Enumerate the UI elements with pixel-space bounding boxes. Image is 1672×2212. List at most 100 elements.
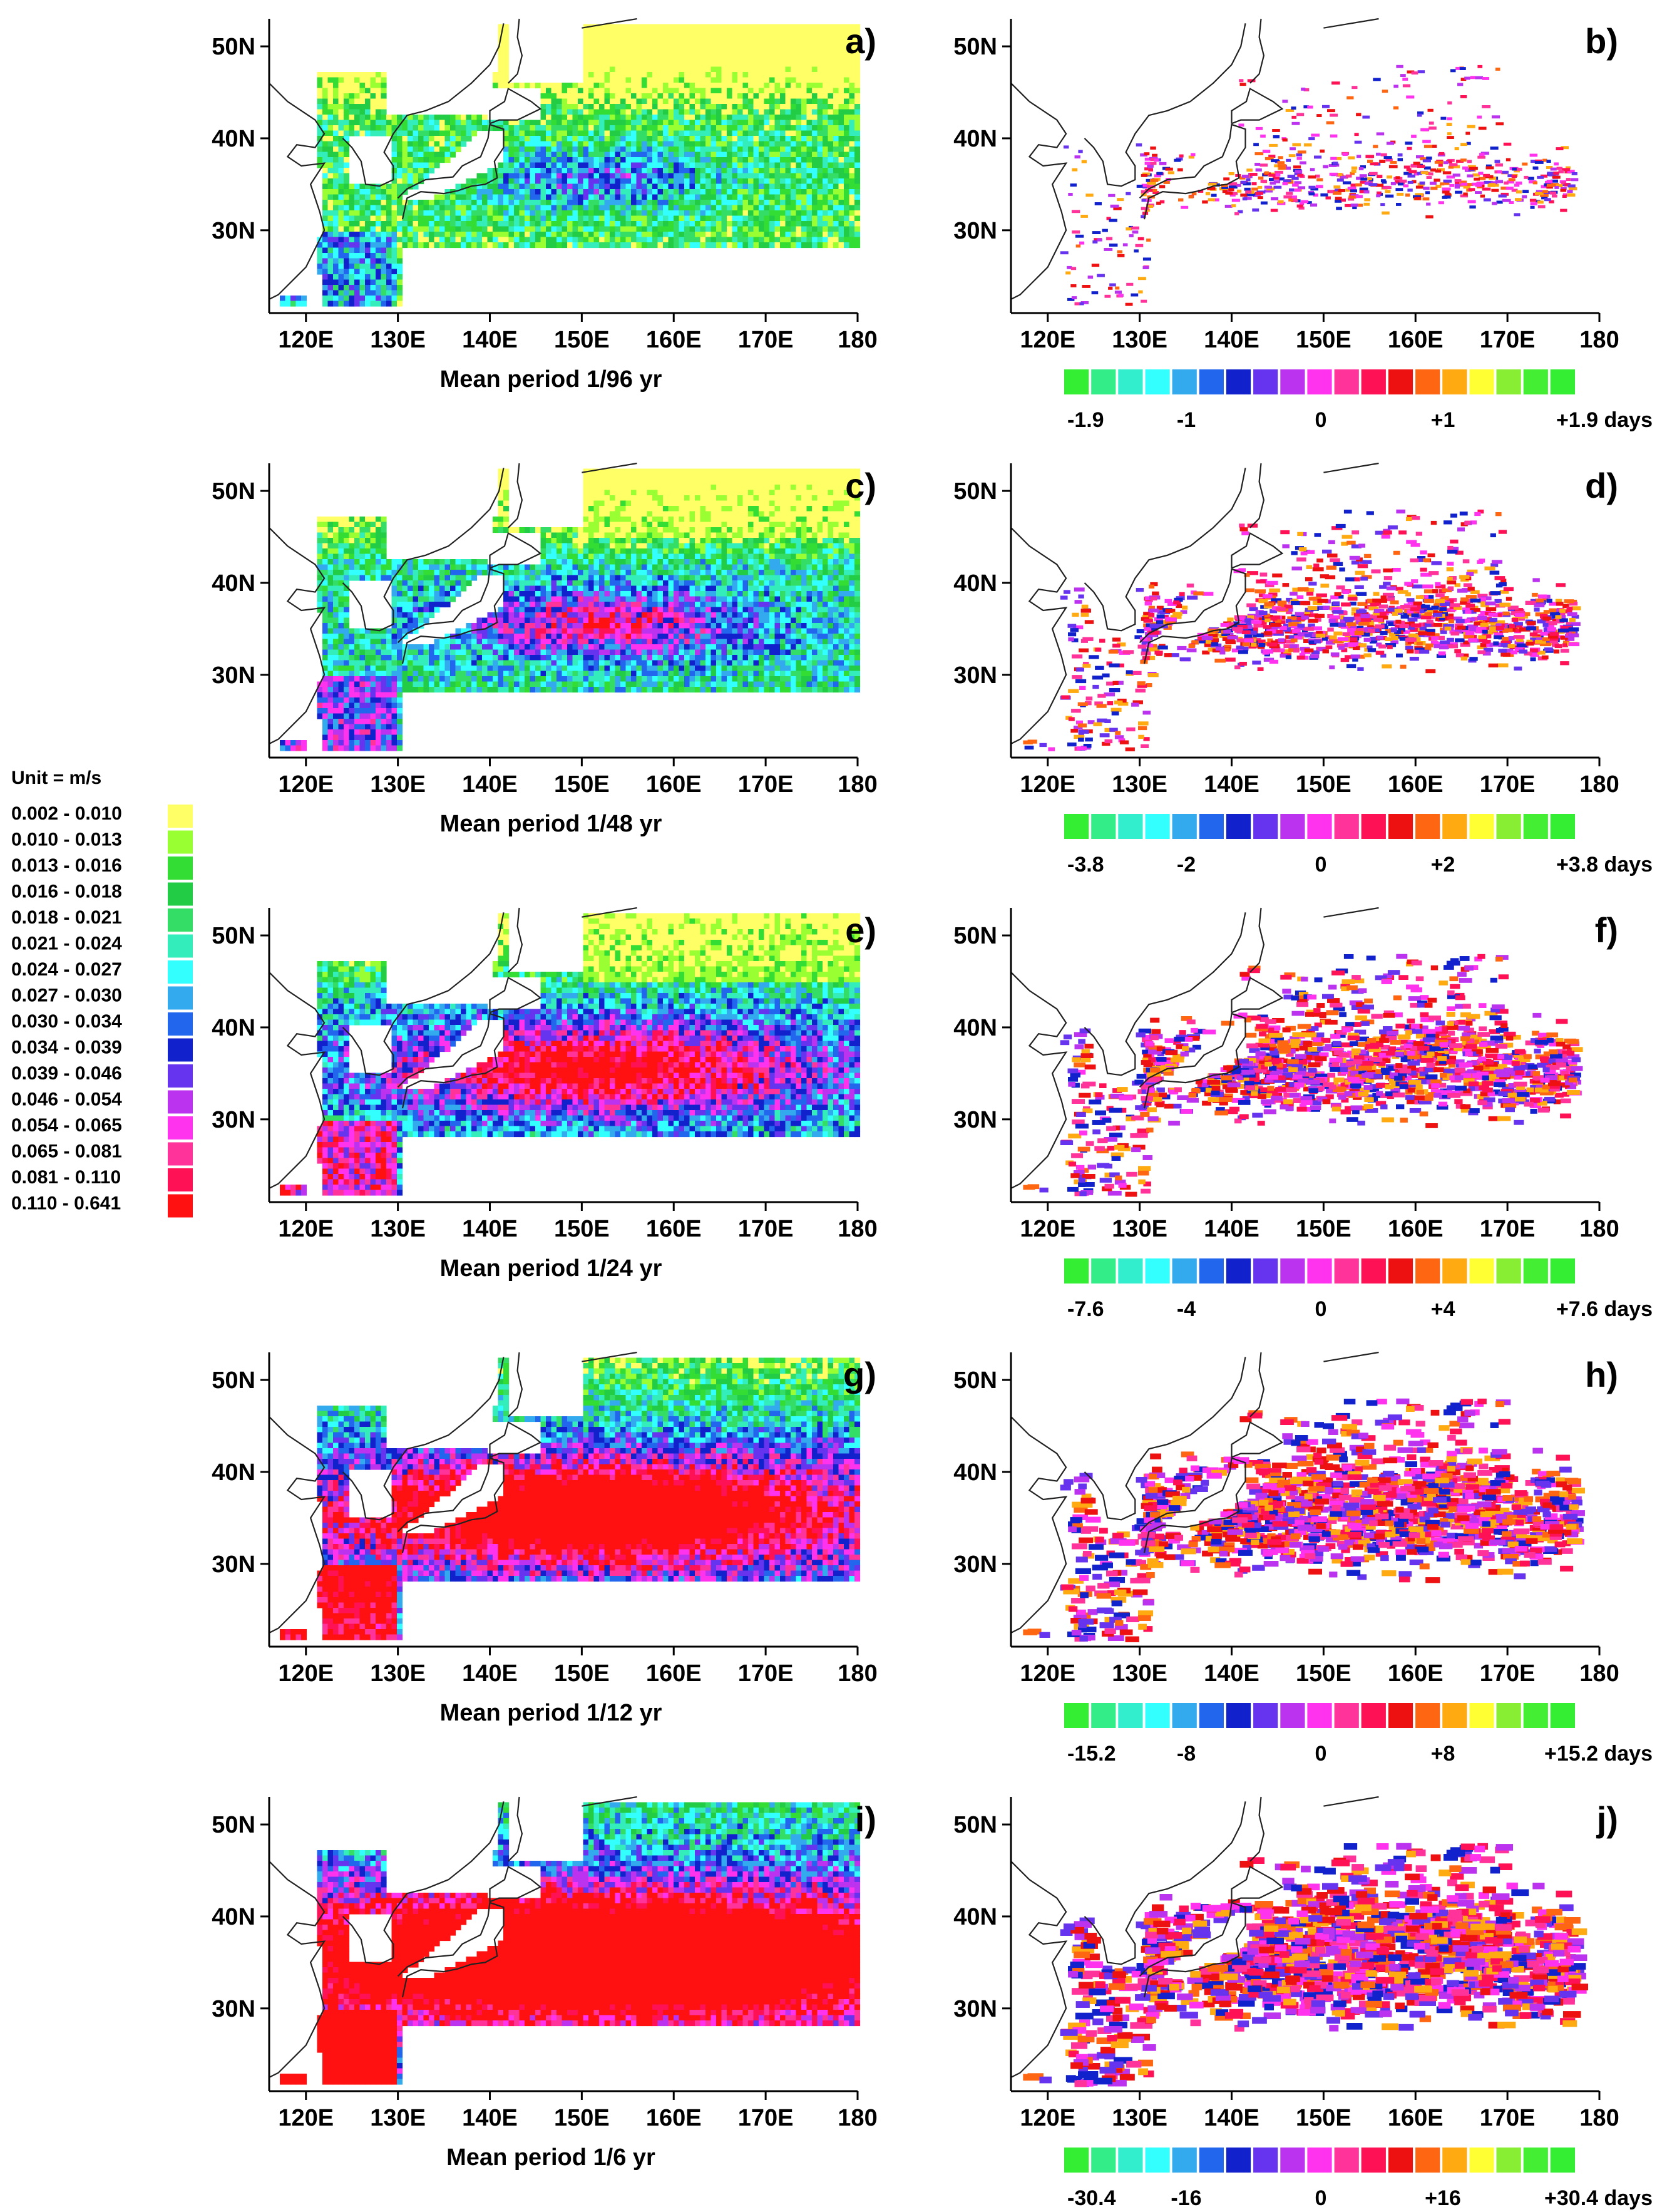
phase-bar-swatch [1280, 369, 1305, 394]
legend-range: 0.013 - 0.016 [11, 855, 122, 876]
y-tick-label: 50N [212, 34, 255, 60]
phase-bar-swatch [1388, 369, 1413, 394]
y-tick-label: 50N [212, 1812, 255, 1838]
coastline [1250, 19, 1264, 83]
phase-bar-swatch [1362, 1703, 1386, 1728]
x-tick-label: 170E [738, 771, 794, 798]
coastline [1323, 463, 1378, 473]
y-tick-label: 50N [212, 478, 255, 505]
coastline [1250, 908, 1264, 972]
period-caption: Mean period 1/12 yr [440, 1700, 662, 1726]
phase-bar-swatch [1335, 814, 1359, 839]
x-tick-label: 130E [370, 1216, 426, 1242]
coastline [508, 463, 522, 528]
coastline [269, 1417, 324, 1633]
legend-swatch [168, 857, 193, 880]
phase-bar-label: +1 [1431, 408, 1455, 432]
x-tick-label: 120E [1020, 1216, 1075, 1242]
phase-bar-swatch [1199, 814, 1224, 839]
phase-bar-swatch [1253, 369, 1278, 394]
phase-bar-swatch [1064, 2148, 1089, 2173]
phase-bar-swatch [1469, 814, 1494, 839]
legend-range: 0.016 - 0.018 [11, 882, 122, 902]
phase-bar-label: 0 [1315, 1297, 1327, 1321]
phase-bar-swatch [1524, 369, 1548, 394]
x-tick-label: 180 [838, 1216, 877, 1242]
x-tick-label: 150E [554, 2105, 610, 2131]
phase-bar-swatch [1415, 369, 1440, 394]
phase-bar-swatch [1307, 1703, 1331, 1728]
phase-bar-swatch [1146, 814, 1170, 839]
phase-bar-label: -8 [1177, 1742, 1196, 1766]
x-tick-label: 120E [278, 1216, 334, 1242]
legend-swatch [168, 1091, 193, 1114]
phase-bar-label: -16 [1171, 2186, 1201, 2210]
x-tick-label: 180 [1579, 771, 1619, 798]
phase-bar-swatch [1442, 2148, 1467, 2173]
phase-bar-swatch [1551, 1258, 1575, 1283]
panel-letter: h) [1585, 1355, 1618, 1394]
amplitude-map [280, 24, 860, 307]
phase-bar-swatch [1497, 1703, 1521, 1728]
phase-bar-label: -15.2 [1067, 1742, 1116, 1766]
phase-bar-swatch [1091, 1258, 1116, 1283]
panel-letter: g) [843, 1355, 876, 1394]
legend-range: 0.018 - 0.021 [11, 907, 122, 928]
phase-bar-swatch [1551, 814, 1575, 839]
phase-map [1023, 510, 1581, 751]
x-tick-label: 120E [278, 2105, 334, 2131]
x-tick-label: 170E [1480, 771, 1536, 798]
y-tick-label: 50N [212, 923, 255, 949]
phase-bar-swatch [1091, 369, 1116, 394]
phase-bar-swatch [1064, 369, 1089, 394]
coastline [1250, 1797, 1264, 1861]
coastline [1232, 533, 1283, 568]
phase-bar-swatch [1118, 814, 1142, 839]
phase-bar-swatch [1524, 1258, 1548, 1283]
phase-bar-swatch [1280, 1258, 1305, 1283]
phase-bar-label: +4 [1431, 1297, 1455, 1321]
x-tick-label: 180 [1579, 327, 1619, 353]
phase-map [1023, 1399, 1585, 1642]
x-tick-label: 160E [1388, 1216, 1444, 1242]
phase-bar-swatch [1335, 369, 1359, 394]
coastline [1250, 1352, 1264, 1417]
y-tick-label: 50N [953, 34, 997, 60]
y-tick-label: 30N [953, 1551, 997, 1578]
phase-bar-label: 0 [1315, 2186, 1327, 2210]
panel-letter: j) [1596, 1799, 1618, 1839]
coastline [490, 533, 541, 568]
x-tick-label: 120E [1020, 2105, 1075, 2131]
phase-bar-swatch [1362, 814, 1386, 839]
x-tick-label: 180 [838, 327, 877, 353]
x-tick-label: 160E [646, 327, 702, 353]
phase-bar-swatch [1091, 1703, 1116, 1728]
phase-bar-label: 0 [1315, 1742, 1327, 1766]
phase-bar-swatch [1253, 1703, 1278, 1728]
phase-bar-label: +15.2 days [1544, 1742, 1653, 1766]
amplitude-map [280, 1358, 860, 1640]
y-tick-label: 50N [953, 1812, 997, 1838]
phase-bar-swatch [1118, 369, 1142, 394]
y-tick-label: 30N [212, 218, 255, 244]
x-tick-label: 150E [554, 327, 610, 353]
phase-bar-swatch [1172, 1703, 1197, 1728]
y-tick-label: 40N [212, 126, 255, 152]
panel-letter: f) [1595, 910, 1618, 950]
phase-bar-swatch [1146, 369, 1170, 394]
x-tick-label: 180 [1579, 2105, 1619, 2131]
y-tick-label: 30N [212, 1107, 255, 1133]
y-tick-label: 50N [953, 1367, 997, 1394]
x-tick-label: 120E [1020, 1660, 1075, 1687]
coastline [1323, 1352, 1378, 1362]
legend-range: 0.065 - 0.081 [11, 1141, 122, 1162]
x-tick-label: 170E [738, 1216, 794, 1242]
x-tick-label: 150E [1296, 2105, 1351, 2131]
legend-swatch [168, 987, 193, 1010]
